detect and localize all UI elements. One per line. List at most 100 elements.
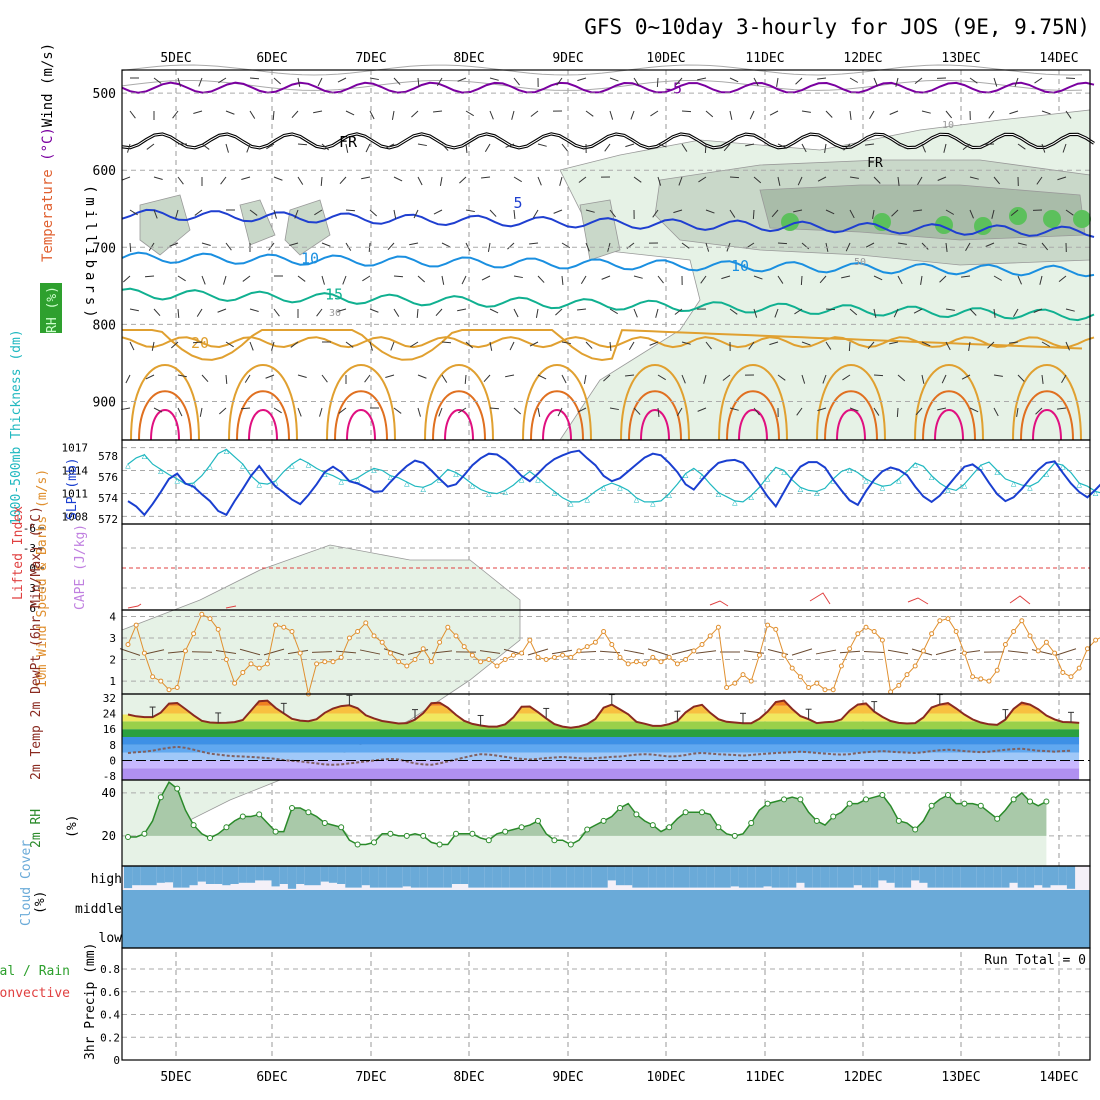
wind-speed-point xyxy=(797,674,803,680)
wind-barb xyxy=(198,77,203,87)
cloud-high-bar xyxy=(1058,866,1067,886)
wind-barb xyxy=(411,110,419,118)
cloud-high-bar xyxy=(1042,866,1051,888)
wind-barb xyxy=(915,407,923,416)
wind-barb xyxy=(1017,374,1025,382)
rh-point xyxy=(863,796,869,803)
wind-barb xyxy=(249,341,254,351)
wind-speed-point xyxy=(699,641,705,647)
wind-speed-point xyxy=(273,622,279,628)
thickness-point: △ xyxy=(732,498,738,508)
wind-barb xyxy=(464,374,467,385)
rh-point xyxy=(485,837,492,844)
thickness-point: △ xyxy=(1011,479,1017,489)
wind-speed-point xyxy=(601,629,607,635)
wind-barb xyxy=(170,341,179,349)
rh-contour-label: 30 xyxy=(329,308,341,319)
wind-speed-point xyxy=(543,657,549,663)
wind-barb xyxy=(824,143,827,153)
wind-barb xyxy=(1009,341,1019,344)
wind-speed-point xyxy=(248,661,254,667)
li-axis-title: Lifted Index xyxy=(11,506,26,600)
wind-barb xyxy=(945,110,953,119)
wind-barb xyxy=(873,77,878,87)
wind-speed-point xyxy=(683,657,689,663)
wind-speed-point xyxy=(314,661,320,667)
wind-barb xyxy=(290,341,299,348)
wind-barb xyxy=(825,209,835,215)
wind-barb-10m xyxy=(1007,650,1029,654)
upper-axis-title: Temperature (°C)Wind (m/s) xyxy=(40,43,56,262)
cloud-high-bar xyxy=(599,866,608,888)
wind-speed-point xyxy=(191,631,197,637)
wind-tick-label: 3 xyxy=(109,632,116,645)
temp-band xyxy=(122,713,1080,722)
rh-shading-blob xyxy=(284,199,331,256)
thickness-point: △ xyxy=(666,491,672,501)
cloud-high-bar xyxy=(624,866,633,886)
wind-speed-point xyxy=(986,678,992,684)
wind-speed-point xyxy=(879,637,885,643)
cloud-high-bar xyxy=(484,866,493,888)
wind-speed-point xyxy=(281,624,287,630)
wind-barb xyxy=(988,110,995,119)
rh-point xyxy=(1027,798,1033,805)
rh-point xyxy=(207,835,213,842)
wind-barb xyxy=(513,77,520,86)
wind-barb xyxy=(561,143,568,152)
cloud-high-bar xyxy=(574,866,584,888)
wind-barb xyxy=(849,77,859,83)
date-label-bottom: 12DEC xyxy=(843,1070,882,1085)
date-label-top: 9DEC xyxy=(552,51,583,66)
cloud-high-bar xyxy=(1017,866,1026,888)
wind-speed-point xyxy=(232,680,238,686)
panel-border xyxy=(121,947,1091,1061)
wind-speed-point xyxy=(371,633,377,639)
cloud-high-bar xyxy=(394,866,403,888)
wind-barb xyxy=(993,407,999,417)
wind-barb xyxy=(656,77,659,88)
wind-barb xyxy=(895,77,899,87)
wind-speed-point xyxy=(1093,637,1099,643)
wind-barb xyxy=(585,110,594,117)
wind-barb xyxy=(393,77,401,85)
thickness-point: △ xyxy=(420,484,426,494)
thickness-tick-label: 576 xyxy=(98,471,118,484)
thickness-point: △ xyxy=(814,488,820,498)
wind-speed-point xyxy=(584,644,590,650)
wind-barb xyxy=(289,242,299,246)
rh-point xyxy=(699,809,705,816)
wind-barb xyxy=(968,341,971,351)
wind-barb xyxy=(817,407,827,412)
cloud-high-bar xyxy=(402,866,411,887)
wind-speed-point xyxy=(970,674,976,680)
wind-barb xyxy=(849,308,858,316)
isotherm-line xyxy=(121,336,1095,349)
wind-speed-point xyxy=(1084,646,1090,652)
precip-convective-label: Convective xyxy=(0,986,70,1001)
wind-barb xyxy=(801,143,807,153)
temperature-title: Temperature xyxy=(40,161,56,262)
wind-barb xyxy=(557,407,563,417)
wind-speed-point xyxy=(404,663,410,669)
thickness-point: △ xyxy=(174,476,180,486)
wind-barb xyxy=(369,341,373,351)
wind-barb-10m xyxy=(215,649,237,655)
rh-point xyxy=(764,800,771,807)
cloud-high-bar xyxy=(935,866,944,888)
cloud-high-bar xyxy=(878,866,887,881)
wind-barb xyxy=(537,143,547,147)
date-label-bottom: 5DEC xyxy=(160,1070,191,1085)
temp-band xyxy=(122,744,1080,753)
wind-barb xyxy=(317,77,323,87)
wind-barb xyxy=(1041,110,1051,115)
wind-barb xyxy=(945,209,955,215)
temp-line xyxy=(127,699,1080,729)
wind-barb xyxy=(537,176,542,186)
wind-speed-point xyxy=(1043,639,1049,645)
wind-barb xyxy=(914,77,923,85)
wind-speed-point xyxy=(830,687,836,693)
wind-barb xyxy=(769,110,779,116)
wind-barb xyxy=(297,77,301,87)
wind-speed-point xyxy=(428,659,434,665)
